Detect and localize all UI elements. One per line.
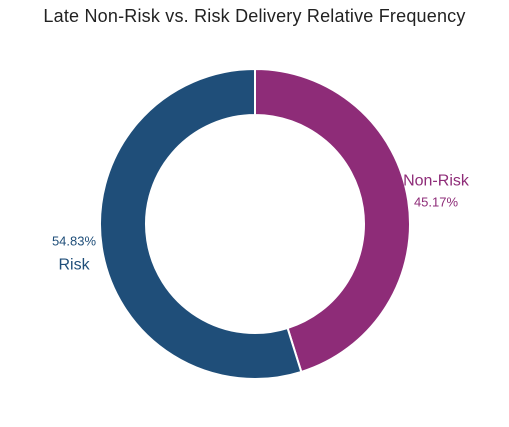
slice-value-label-risk: 54.83%: [52, 233, 97, 248]
slice-label-non-risk: Non-Risk: [403, 173, 470, 190]
slice-value-label-non-risk: 45.17%: [414, 195, 459, 210]
slice-non-risk: [254, 67, 411, 374]
slice-risk: [99, 67, 303, 380]
slice-label-risk: Risk: [58, 256, 90, 273]
chart-title: Late Non-Risk vs. Risk Delivery Relative…: [43, 6, 466, 26]
